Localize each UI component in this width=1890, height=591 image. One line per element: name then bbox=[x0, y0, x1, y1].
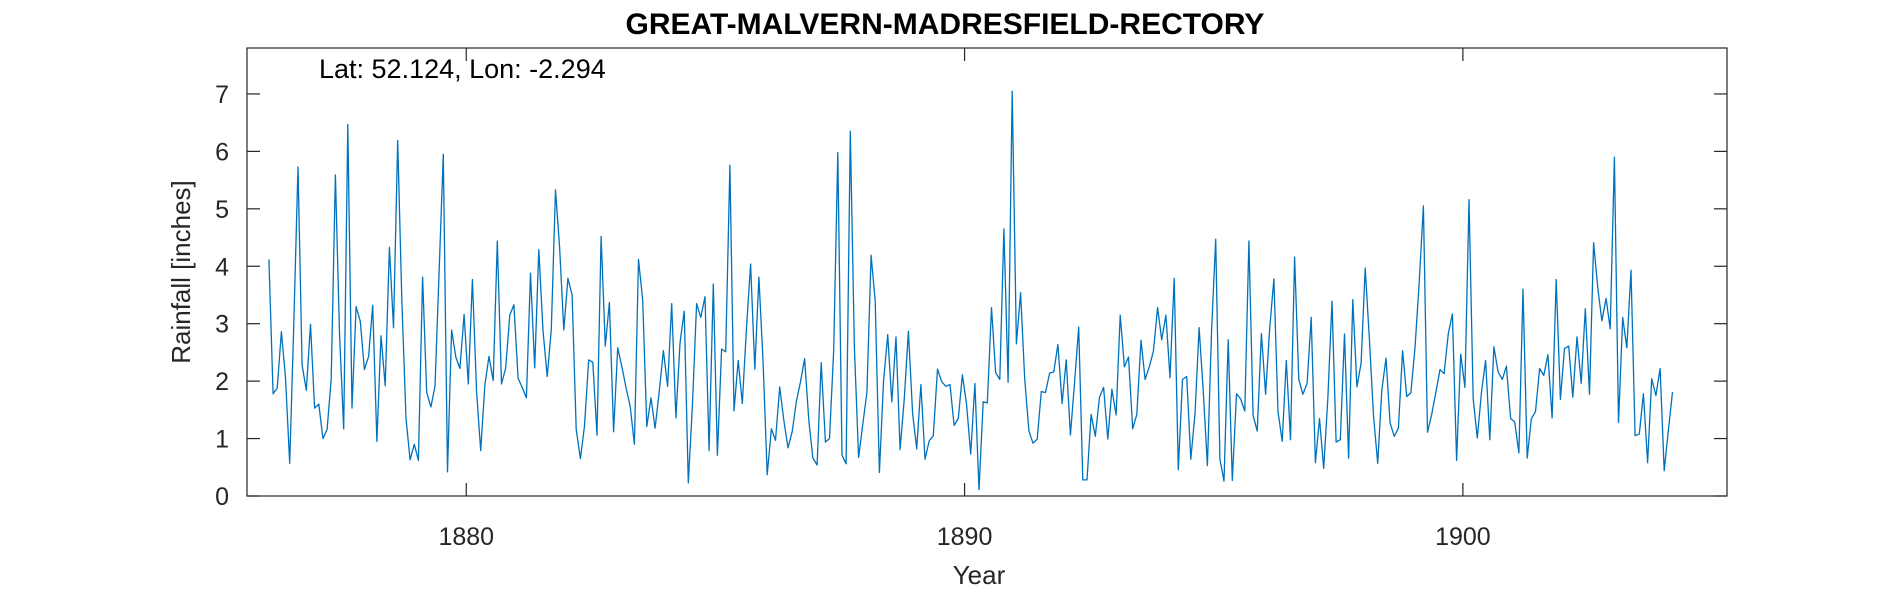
y-tick-label: 7 bbox=[215, 81, 229, 109]
axis-ticks bbox=[247, 48, 1727, 497]
y-tick-label: 0 bbox=[215, 483, 229, 511]
x-axis-label: Year bbox=[953, 560, 1006, 590]
y-tick-label: 6 bbox=[215, 138, 229, 166]
plot-area bbox=[247, 48, 1727, 496]
plot-frame bbox=[246, 47, 1728, 497]
y-axis-label: Rainfall [inches] bbox=[166, 180, 196, 364]
tick-labels: 0 1 2 3 4 5 6 7 1880 1890 1900 bbox=[215, 81, 1491, 551]
x-tick-label: 1890 bbox=[937, 523, 993, 551]
y-tick-label: 1 bbox=[215, 426, 229, 454]
chart-title: GREAT-MALVERN-MADRESFIELD-RECTORY bbox=[626, 8, 1265, 41]
y-tick-label: 2 bbox=[215, 368, 229, 396]
x-tick-label: 1900 bbox=[1435, 523, 1491, 551]
rainfall-series-line bbox=[268, 90, 1674, 491]
location-annotation: Lat: 52.124, Lon: -2.294 bbox=[319, 54, 606, 84]
x-tick-label: 1880 bbox=[438, 523, 494, 551]
series-group bbox=[268, 90, 1674, 491]
y-tick-label: 5 bbox=[215, 196, 229, 224]
y-tick-label: 3 bbox=[215, 311, 229, 339]
y-tick-label: 4 bbox=[215, 253, 229, 281]
